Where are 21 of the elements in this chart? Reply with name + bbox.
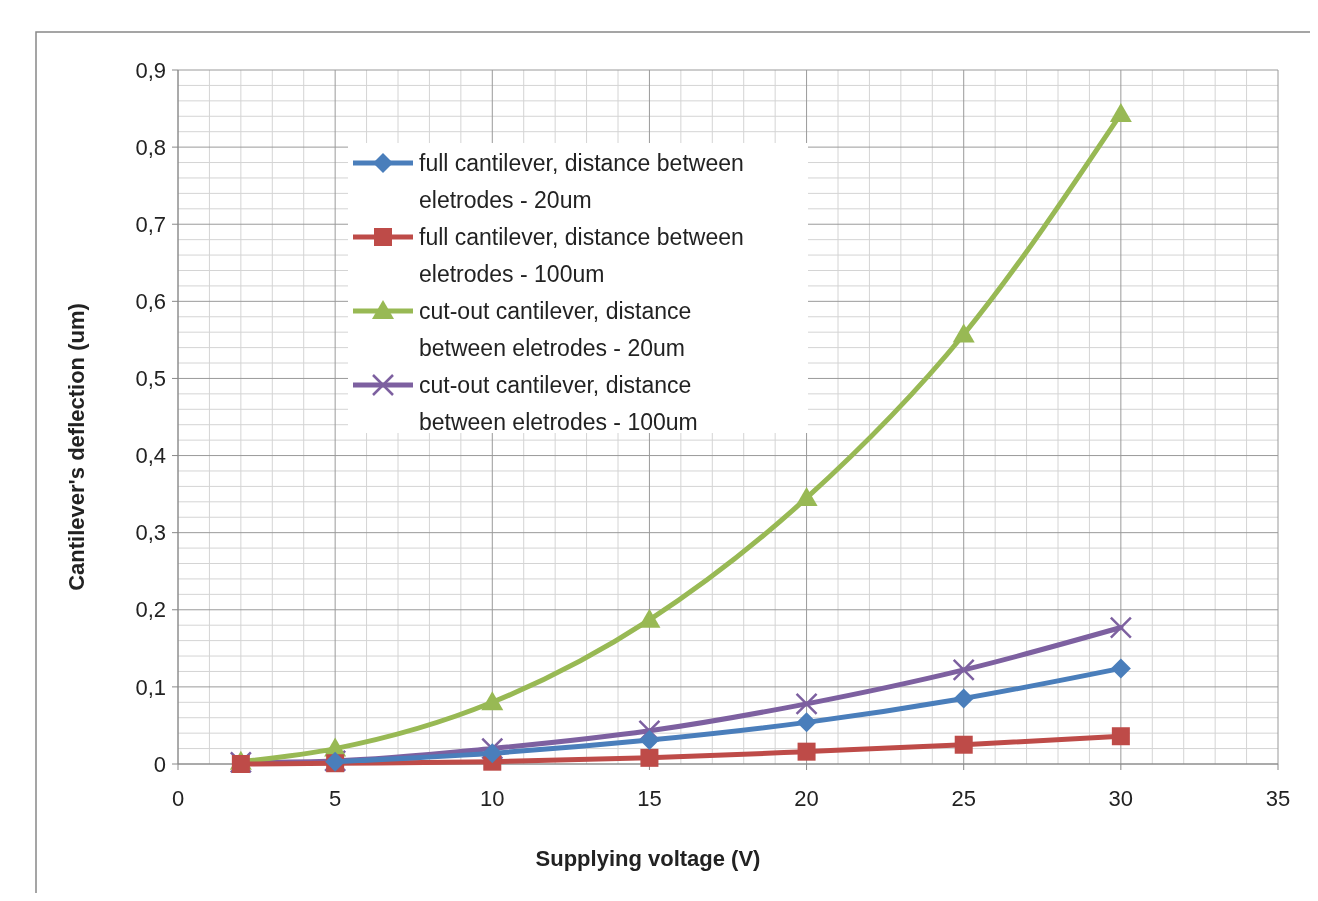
x-tick-label: 35 [1265, 786, 1291, 811]
y-tick-label: 0,5 [135, 366, 166, 392]
x-tick-label: 30 [1108, 786, 1134, 811]
x-tick-label: 5 [329, 786, 342, 811]
x-tick-label: 10 [480, 786, 505, 811]
y-tick-label: 0,4 [135, 443, 166, 469]
x-tick-label: 15 [637, 786, 662, 811]
y-tick-label: 0 [153, 751, 166, 777]
y-tick-label: 0,1 [135, 674, 166, 700]
x-axis-title: Supplying voltage (V) [535, 846, 761, 871]
x-tick-label: 0 [171, 786, 185, 811]
y-tick-label: 0,2 [135, 597, 166, 623]
y-tick-label: 0,8 [135, 134, 166, 160]
y-tick-label: 0,7 [135, 211, 166, 237]
y-tick-label: 0,9 [135, 57, 166, 83]
x-tick-label: 25 [951, 786, 976, 811]
y-tick-label: 0,6 [135, 289, 166, 315]
legend-label: cut-out cantilever, distance between eletrodes - 100um [419, 372, 698, 436]
x-tick-label: 20 [794, 786, 819, 811]
y-tick-label: 0,3 [135, 520, 166, 546]
y-axis-title: Cantilever's deflection (um) [64, 303, 89, 591]
